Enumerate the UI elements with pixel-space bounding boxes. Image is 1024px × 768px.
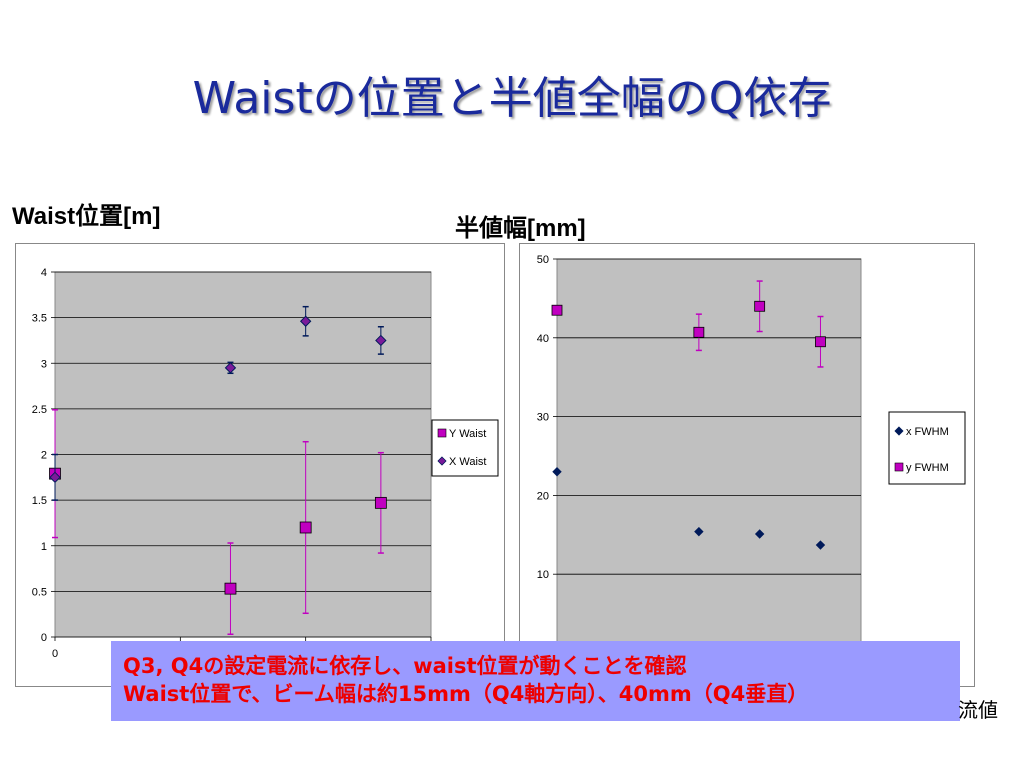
fwhm-ytick-label: 30 (537, 412, 549, 424)
fwhm-point-square (551, 304, 563, 316)
fwhm-point-diamond (815, 540, 826, 550)
fwhm-ytick-label: 20 (537, 490, 549, 502)
slide-title: Waistの位置と半値全幅のQ依存 (192, 73, 832, 124)
note-line-1: Q3, Q4の設定電流に依存し、waist位置が動くことを確認 (123, 654, 687, 678)
waist-point-square (374, 496, 387, 509)
fwhm-legend (888, 411, 966, 485)
fwhm-legend-label: y FWHM (906, 462, 949, 474)
note-line-2: Waist位置で、ビーム幅は約15mm（Q4軸方向）、40mm（Q4垂直） (123, 682, 809, 706)
waist-ytick-label: 2.5 (32, 404, 47, 416)
fwhm-legend-marker (894, 462, 904, 472)
waist-legend-marker (437, 456, 447, 466)
fwhm-point-diamond (754, 529, 765, 539)
fwhm-ytick-label: 10 (537, 569, 549, 581)
fwhm-point-square (693, 326, 705, 338)
conclusion-note: Q3, Q4の設定電流に依存し、waist位置が動くことを確認 Waist位置で… (111, 641, 960, 721)
fwhm-ytick-label: 50 (537, 254, 549, 266)
waist-chart-label: Waist位置[m] (12, 203, 161, 230)
fwhm-chart-label: 半値幅[mm] (455, 215, 586, 242)
waist-point-diamond (375, 334, 387, 347)
fwhm-legend-marker (894, 426, 904, 436)
waist-point-diamond (49, 471, 61, 484)
waist-point-diamond (299, 315, 312, 327)
waist-ytick-label: 1.5 (32, 495, 47, 507)
waist-point-diamond (224, 362, 237, 374)
waist-ytick-label: 3 (41, 358, 47, 370)
waist-ytick-label: 3.5 (32, 313, 47, 325)
waist-ytick-label: 0.5 (32, 586, 47, 598)
waist-point-square (224, 582, 237, 595)
fwhm-legend-label: x FWHM (906, 426, 949, 438)
waist-ytick-label: 4 (41, 267, 47, 279)
waist-legend-marker (437, 428, 447, 438)
fwhm-point-diamond (694, 526, 704, 537)
waist-position-chart: 0 0.5 1 1.5 2 2.5 3 3.5 4 0 Y Waist X Waist (15, 243, 505, 687)
waist-legend-label: Y Waist (449, 428, 486, 440)
waist-ytick-label: 2 (41, 450, 47, 462)
waist-point-square (299, 521, 312, 534)
fwhm-chart: 10 20 30 40 50 x FWHM y FWHM (519, 243, 975, 687)
fwhm-ytick-label: 40 (537, 333, 549, 345)
fwhm-plot-area (556, 258, 862, 654)
waist-xtick-label: 0 (52, 648, 58, 660)
fwhm-point-diamond (552, 467, 562, 477)
waist-ytick-label: 0 (41, 632, 47, 644)
waist-legend-label: X Waist (449, 456, 487, 468)
fwhm-point-square (815, 336, 826, 348)
fwhm-point-square (754, 300, 766, 312)
peek-text: 流値 (958, 698, 998, 722)
waist-ytick-label: 1 (41, 541, 47, 553)
